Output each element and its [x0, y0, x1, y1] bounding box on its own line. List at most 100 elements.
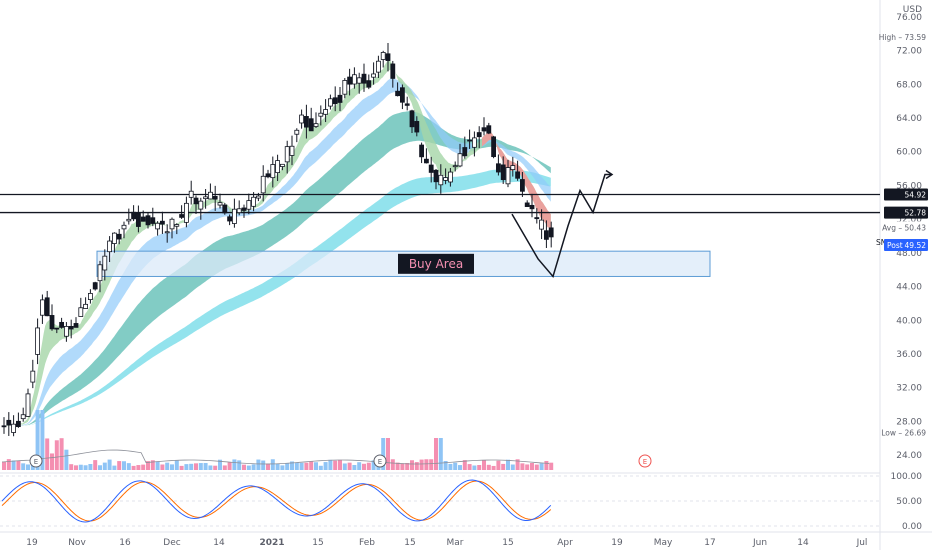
volume-bar	[549, 462, 554, 470]
candle-body	[140, 216, 146, 222]
candle-body	[203, 196, 209, 200]
candle-body	[15, 420, 21, 428]
low-tag-bg	[884, 426, 930, 439]
osc-tick-label: 100.00	[891, 472, 923, 482]
projection-line[interactable]	[511, 173, 612, 279]
candle-body	[35, 327, 40, 355]
time-tick-label: May	[654, 538, 673, 548]
volume-bar	[544, 460, 549, 470]
osc-d-line	[1, 480, 552, 522]
time-tick-label: 17	[704, 538, 715, 548]
volume-bar	[107, 459, 112, 470]
volume-bar	[213, 465, 218, 470]
volume-bar	[266, 463, 270, 470]
volume-bar	[69, 464, 74, 470]
candle-body	[64, 326, 69, 337]
candle-body	[380, 52, 386, 60]
volume-bar	[414, 462, 419, 470]
volume-bar	[189, 463, 194, 470]
volume-bar	[467, 464, 472, 470]
candle-body	[385, 53, 391, 61]
candle-body	[443, 177, 449, 181]
candle-body	[54, 327, 60, 330]
volume-bar	[328, 459, 333, 470]
horizontal-levels[interactable]	[0, 193, 880, 214]
candle-body	[308, 118, 314, 132]
earnings-marker-icon[interactable]	[29, 454, 43, 468]
candle-body	[395, 90, 401, 97]
candle-body	[169, 218, 175, 230]
time-tick-label: 19	[26, 538, 38, 548]
volume-bar	[352, 464, 357, 470]
candle-body	[534, 217, 540, 220]
volume-bar	[448, 463, 453, 470]
time-axis[interactable]: 19 Nov 16 Dec 14 2021 15 Feb 15 Mar 15 Apr 19 May 17 Ju…	[26, 538, 867, 548]
volume-bar	[438, 438, 443, 470]
volume-bar	[400, 463, 405, 470]
volume-bar	[11, 460, 16, 470]
time-tick-label: 2021	[259, 538, 284, 548]
volume-bar	[170, 464, 174, 470]
volume-bar	[371, 460, 376, 470]
candle-body	[356, 77, 362, 84]
candle-body	[318, 112, 324, 117]
candle-body	[92, 282, 98, 290]
volume-bar	[496, 460, 501, 470]
avg-tag-bg	[884, 221, 930, 234]
candle-body	[510, 165, 516, 170]
price-tick-label: 48.00	[896, 249, 922, 259]
candle-body	[486, 125, 492, 134]
currency-label: USD	[903, 5, 922, 15]
volume-bar	[462, 460, 467, 470]
candle-body	[217, 202, 223, 206]
buy-area-zone[interactable]: Buy Area	[96, 250, 711, 277]
candle-body	[467, 139, 473, 142]
volume-bar	[482, 460, 486, 470]
volume-bar	[405, 462, 410, 470]
post-tag-label: Post	[887, 241, 903, 250]
volume-bar	[323, 462, 328, 470]
volume-bar	[141, 464, 146, 470]
price-tick-label: 24.00	[896, 451, 922, 461]
volume-bar	[275, 463, 280, 470]
level-upper-tag-bg	[884, 188, 928, 201]
time-tick-label: 15	[502, 538, 513, 548]
avg-tag: Avg – 50.43	[882, 223, 926, 232]
earnings-marker-icon[interactable]	[638, 454, 652, 468]
candle-body	[337, 94, 343, 103]
volume-bar	[150, 460, 155, 470]
volume-bar	[520, 463, 525, 470]
candle-body	[78, 307, 84, 317]
price-pane[interactable]	[0, 0, 880, 472]
ema-band-cyan	[2, 169, 551, 426]
volume-bar	[74, 465, 78, 470]
candle-body	[116, 233, 122, 240]
volume-bar	[534, 464, 539, 470]
candle-body	[327, 98, 333, 107]
candle-body	[164, 231, 170, 234]
volume-bar	[515, 459, 520, 470]
candle-body	[409, 110, 415, 128]
volume-bar	[347, 462, 352, 470]
earnings-marker-icon[interactable]	[373, 454, 387, 468]
volume-bar	[261, 460, 266, 470]
volume-bar	[179, 465, 184, 470]
volume-bar	[102, 462, 107, 470]
candle-body	[313, 123, 319, 127]
candle-body	[236, 208, 242, 213]
volume-bar	[390, 459, 395, 470]
candle-body	[183, 202, 189, 223]
candle-body	[212, 195, 218, 200]
candlesticks	[1, 43, 554, 437]
candle-body	[361, 73, 367, 84]
volume-bar	[458, 465, 462, 470]
volume-bar	[136, 465, 141, 470]
projection-path[interactable]	[511, 169, 614, 279]
time-tick-label: 14	[213, 538, 225, 548]
volume-bar	[21, 463, 26, 470]
candle-body	[222, 204, 228, 214]
candle-body	[342, 80, 348, 95]
volume-bar	[362, 463, 366, 470]
